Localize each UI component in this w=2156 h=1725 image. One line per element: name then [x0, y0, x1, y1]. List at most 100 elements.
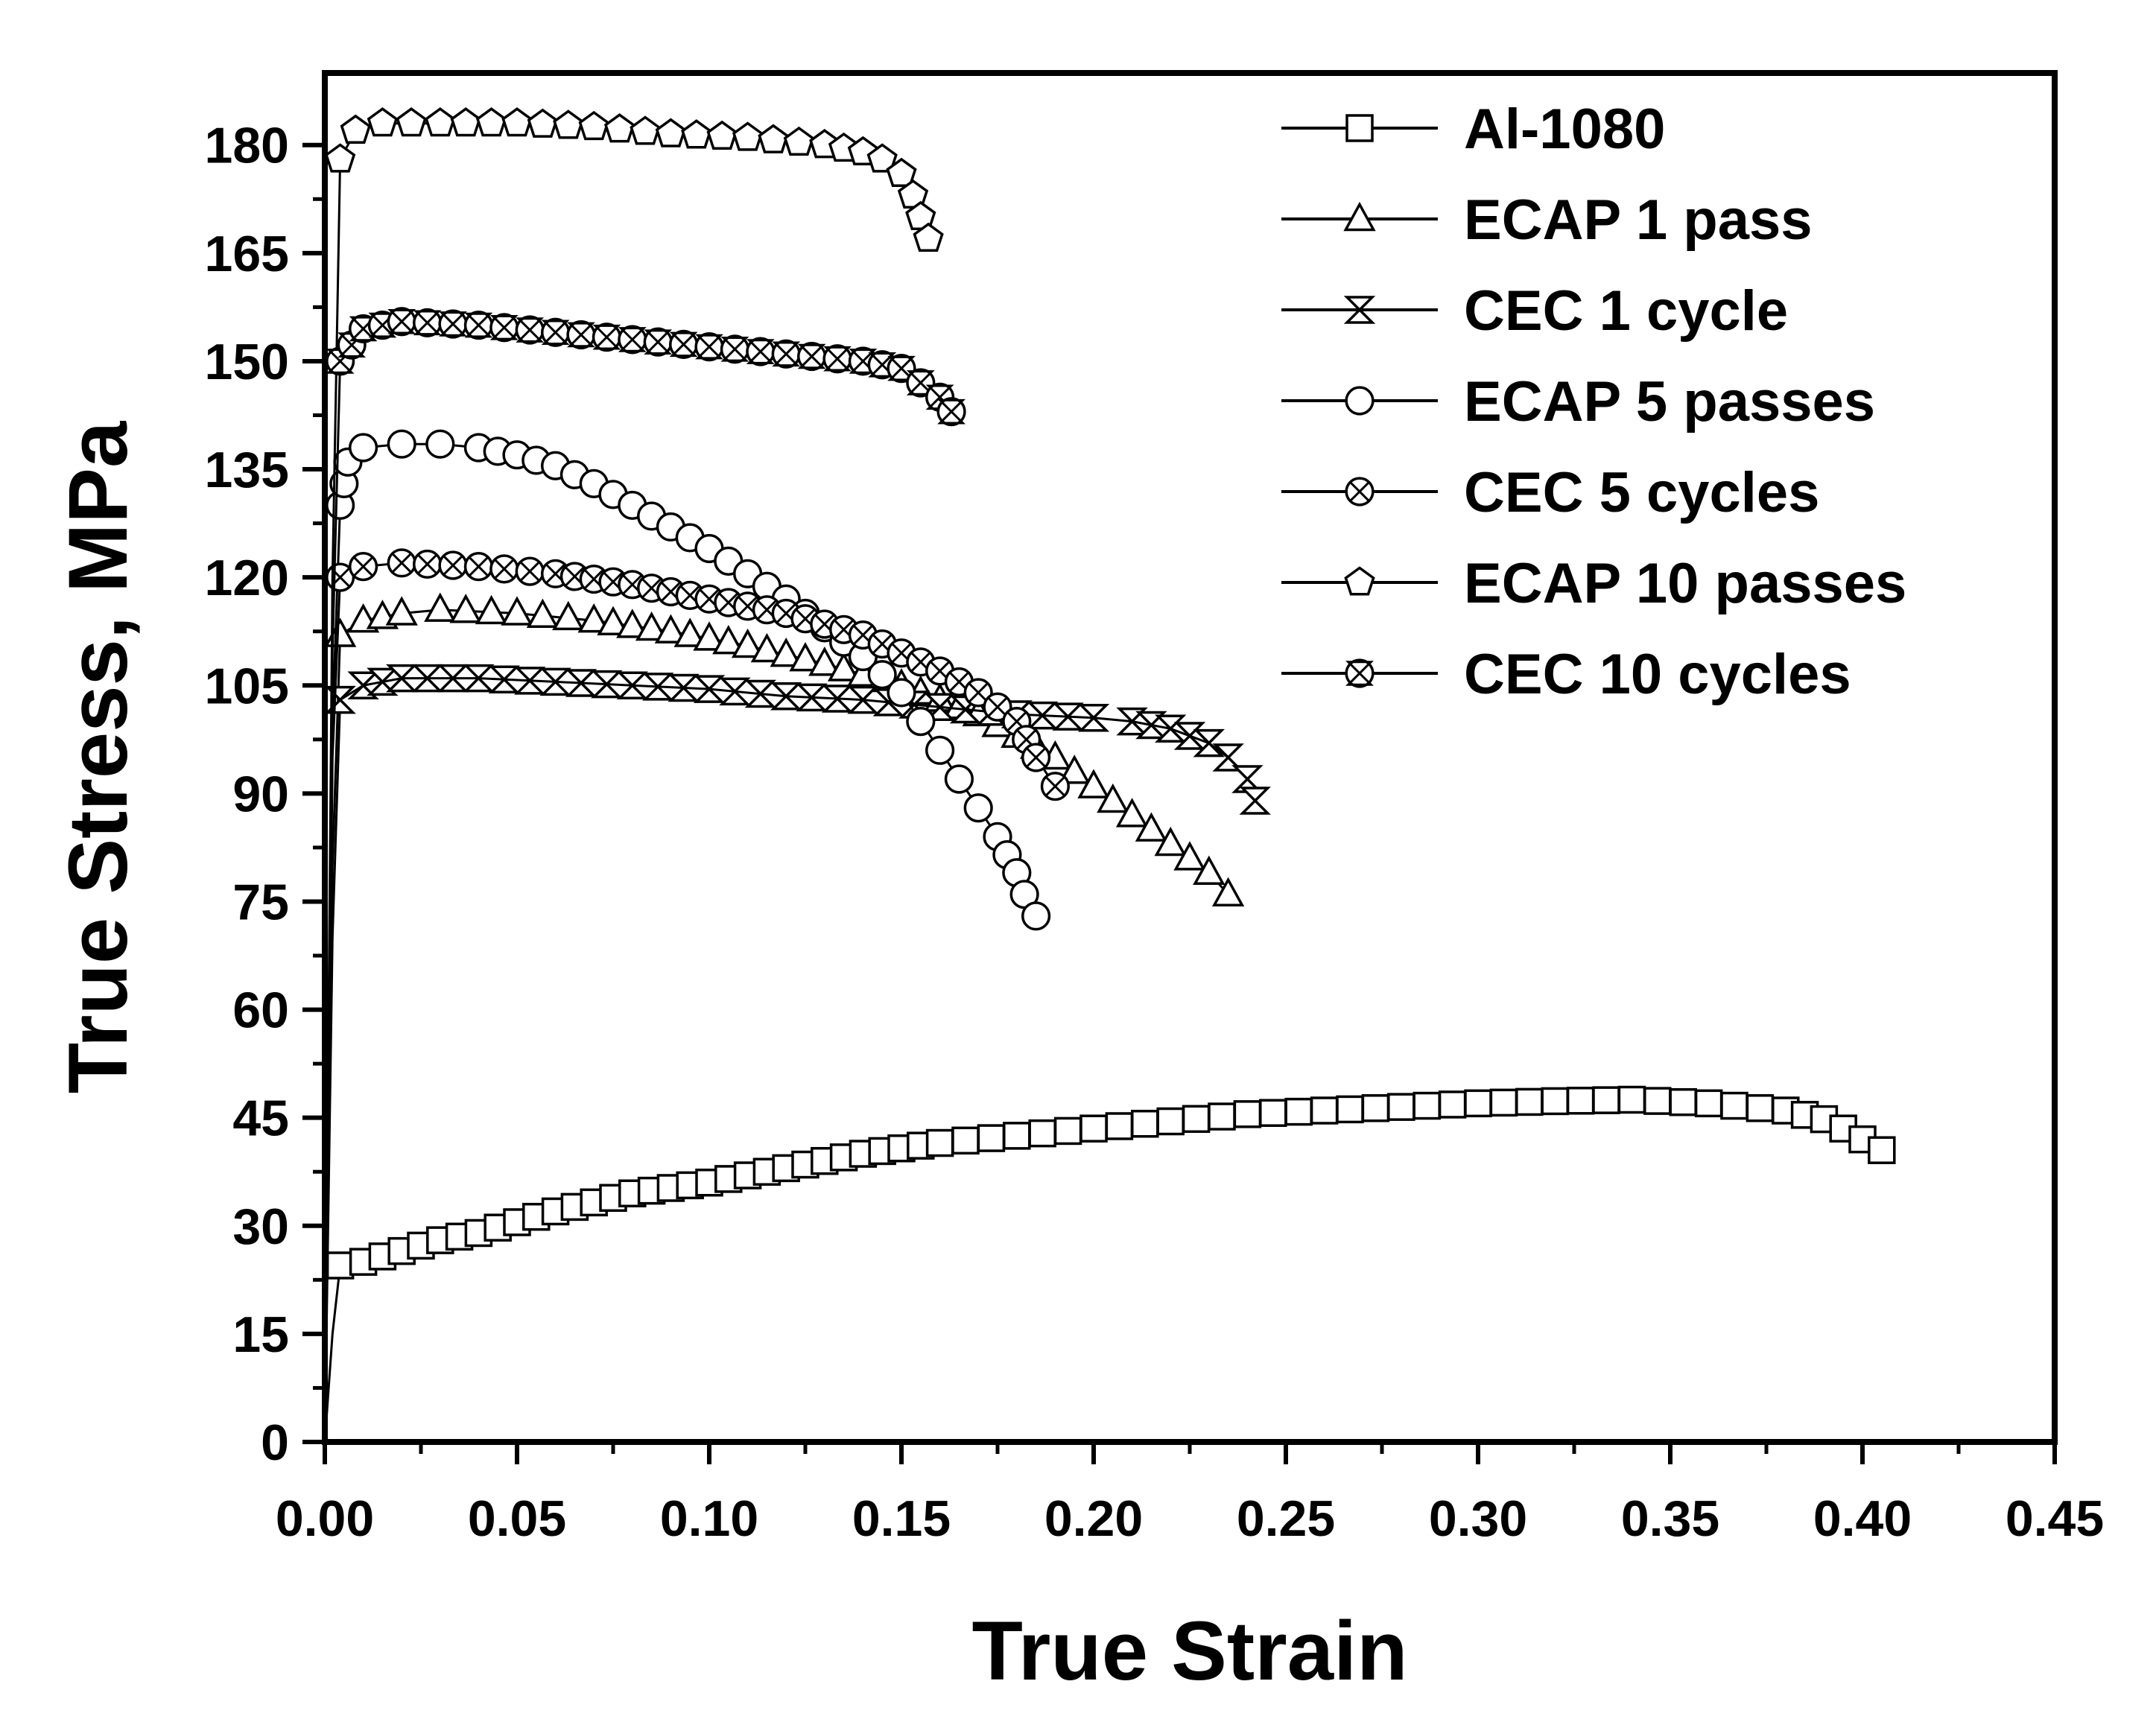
data-point — [1259, 1099, 1287, 1127]
data-point — [635, 611, 668, 641]
legend-item: Al-1080 — [1281, 98, 1665, 161]
data-point — [463, 664, 495, 693]
x-axis-title: True Strain — [971, 1604, 1407, 1697]
data-point — [1231, 765, 1264, 793]
data-point — [591, 670, 623, 699]
data-point — [783, 126, 815, 156]
y-tick-label: 150 — [205, 334, 289, 390]
data-point — [385, 664, 418, 693]
data-point — [1135, 812, 1168, 842]
legend-marker — [1345, 386, 1375, 416]
data-point — [541, 317, 571, 347]
x-tick-label: 0.00 — [276, 1490, 374, 1547]
data-point — [367, 107, 399, 137]
data-point — [577, 603, 610, 633]
legend-label: CEC 5 cycles — [1464, 461, 1819, 524]
data-point — [681, 119, 712, 149]
data-point — [758, 124, 789, 153]
data-point — [1284, 1097, 1313, 1126]
data-point — [906, 707, 936, 737]
legend-marker — [1344, 566, 1375, 596]
x-tick-label: 0.05 — [468, 1490, 566, 1547]
data-point — [1643, 1087, 1672, 1115]
data-point — [501, 107, 533, 137]
data-point — [413, 308, 443, 337]
data-point — [1154, 826, 1187, 857]
x-tick-label: 0.45 — [2006, 1490, 2104, 1547]
data-point — [906, 368, 936, 398]
data-point — [437, 664, 469, 693]
data-point — [669, 329, 699, 359]
data-point — [944, 764, 974, 794]
legend-item: ECAP 1 pass — [1281, 188, 1813, 252]
data-point — [1193, 728, 1226, 757]
data-point — [1105, 1112, 1134, 1140]
data-point — [770, 682, 802, 711]
data-point — [488, 665, 521, 693]
legend-label: Al-1080 — [1464, 98, 1665, 161]
data-point — [425, 429, 455, 459]
data-point — [349, 433, 378, 463]
data-point — [1097, 783, 1129, 813]
data-point — [1131, 1109, 1159, 1138]
y-tick-label: 90 — [232, 766, 289, 822]
data-point — [411, 664, 443, 693]
data-point — [475, 107, 507, 137]
data-point — [463, 310, 494, 340]
data-point — [827, 652, 860, 682]
data-point — [565, 669, 597, 697]
data-point — [963, 678, 993, 708]
data-point — [1592, 1086, 1620, 1114]
data-point — [770, 637, 802, 667]
data-point — [746, 337, 776, 366]
data-point — [1058, 755, 1091, 784]
data-point — [1182, 1105, 1211, 1134]
y-tick-label: 105 — [205, 658, 289, 714]
y-tick-label: 120 — [205, 550, 289, 606]
data-point — [326, 1251, 355, 1280]
data-point — [616, 609, 649, 638]
data-point — [822, 344, 852, 374]
data-point — [385, 596, 418, 626]
series-ecap-10-passes — [323, 107, 944, 1443]
data-point — [592, 323, 622, 352]
legend-marker — [1343, 296, 1376, 324]
y-tick-label: 60 — [232, 982, 289, 1039]
data-point — [866, 143, 898, 173]
y-tick-label: 0 — [261, 1414, 289, 1471]
data-point — [925, 735, 955, 765]
x-tick-label: 0.15 — [852, 1490, 951, 1547]
y-tick-label: 135 — [205, 442, 289, 498]
data-point — [630, 115, 661, 145]
data-point — [413, 549, 443, 579]
legend-item: ECAP 5 passes — [1281, 370, 1875, 433]
data-point — [1239, 787, 1271, 815]
legend-label: ECAP 1 pass — [1464, 188, 1813, 252]
data-point — [566, 320, 596, 350]
data-point — [951, 1126, 980, 1155]
data-point — [1211, 877, 1245, 906]
y-tick-label: 45 — [232, 1090, 289, 1147]
y-tick-label: 165 — [205, 226, 289, 282]
data-point — [1208, 1102, 1236, 1131]
data-point — [515, 315, 545, 345]
data-point — [553, 109, 584, 139]
data-point — [732, 121, 764, 151]
data-point — [387, 548, 416, 578]
data-point — [578, 110, 609, 141]
data-point — [501, 596, 533, 626]
data-point — [867, 660, 897, 690]
data-point — [913, 222, 944, 252]
data-point — [1077, 704, 1110, 732]
data-point — [1541, 1087, 1569, 1116]
legend-item: CEC 10 cycles — [1281, 643, 1851, 706]
data-point — [1336, 1095, 1364, 1124]
x-tick-label: 0.10 — [660, 1490, 758, 1547]
y-tick-label: 75 — [232, 874, 289, 930]
data-point — [925, 1128, 954, 1157]
data-point — [425, 107, 456, 137]
data-point — [396, 107, 427, 137]
data-point — [693, 675, 726, 703]
series-cec-1-cycle — [323, 664, 1271, 1443]
data-point — [1028, 1119, 1056, 1148]
